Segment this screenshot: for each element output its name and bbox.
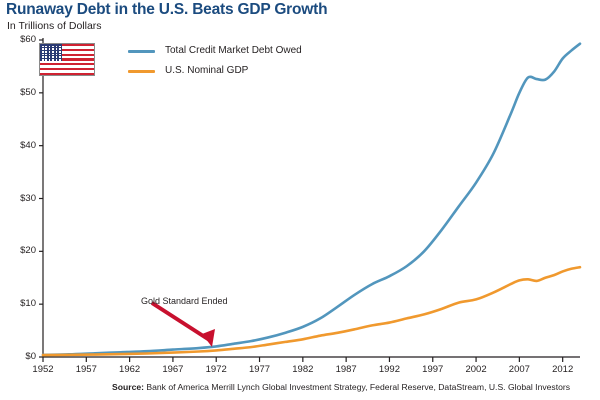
legend-label: Total Credit Market Debt Owed bbox=[165, 45, 302, 56]
x-axis-tick-label: 1977 bbox=[248, 364, 271, 375]
x-axis-tick-label: 2012 bbox=[552, 364, 574, 375]
flag-canton bbox=[40, 44, 62, 61]
annotation-arrow bbox=[150, 301, 215, 347]
x-axis-tick-label: 1962 bbox=[119, 364, 141, 375]
x-axis-tick-label: 1992 bbox=[378, 364, 400, 375]
y-axis-tick-label: $30 bbox=[20, 192, 36, 204]
x-axis-tick-label: 1987 bbox=[335, 364, 357, 375]
page-title: Runaway Debt in the U.S. Beats GDP Growt… bbox=[6, 1, 328, 18]
annotation-label: Gold Standard Ended bbox=[141, 296, 228, 306]
source-prefix: Source: bbox=[112, 382, 144, 392]
x-axis-tick-label: 2007 bbox=[508, 364, 530, 375]
axes bbox=[39, 38, 580, 362]
x-axis-tick-label: 1972 bbox=[205, 364, 227, 375]
legend-swatch bbox=[128, 70, 155, 74]
legend-swatch bbox=[128, 50, 155, 54]
x-axis-tick-label: 1982 bbox=[292, 364, 314, 375]
y-axis-tick-label: $50 bbox=[20, 86, 36, 98]
data-series bbox=[41, 42, 582, 357]
x-axis-tick-label: 2002 bbox=[465, 364, 487, 375]
source-note: Source: Bank of America Merrill Lynch Gl… bbox=[112, 382, 570, 392]
x-axis-tick-label: 1997 bbox=[422, 364, 444, 375]
series-line bbox=[41, 42, 582, 357]
legend-label: U.S. Nominal GDP bbox=[165, 65, 249, 76]
series-line bbox=[41, 265, 582, 357]
x-axis-tick-label: 1952 bbox=[32, 364, 54, 375]
x-axis-tick-label: 1967 bbox=[162, 364, 184, 375]
y-axis-tick-label: $40 bbox=[20, 139, 36, 151]
y-axis-tick-label: $60 bbox=[20, 34, 36, 45]
y-axis-tick-label: $20 bbox=[20, 245, 36, 257]
x-axis-tick-label: 1957 bbox=[75, 364, 97, 375]
chart-subtitle: In Trillions of Dollars bbox=[7, 20, 102, 32]
y-axis-tick-label: $0 bbox=[25, 351, 36, 362]
us-flag bbox=[39, 43, 95, 76]
y-axis-tick-label: $10 bbox=[20, 298, 36, 310]
source-text: Bank of America Merrill Lynch Global Inv… bbox=[146, 382, 571, 392]
